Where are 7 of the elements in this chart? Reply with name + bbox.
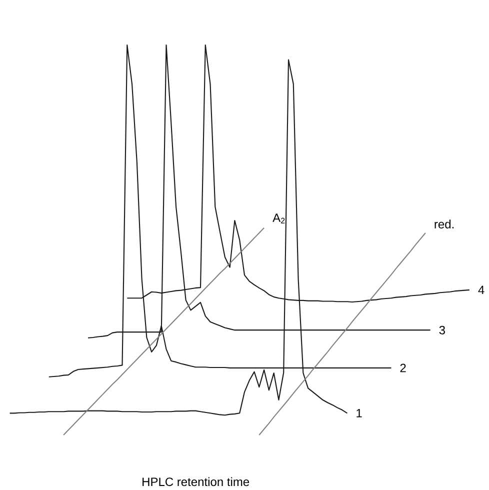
series-label: 1 [356,409,362,418]
series-label: 3 [439,326,445,334]
series-label: 4 [478,286,484,294]
series-label: 2 [400,364,406,372]
x-axis-title: HPLC retention time [142,477,250,486]
series-label: red. [434,220,454,228]
series-label: A$_{2}$ [272,214,285,224]
